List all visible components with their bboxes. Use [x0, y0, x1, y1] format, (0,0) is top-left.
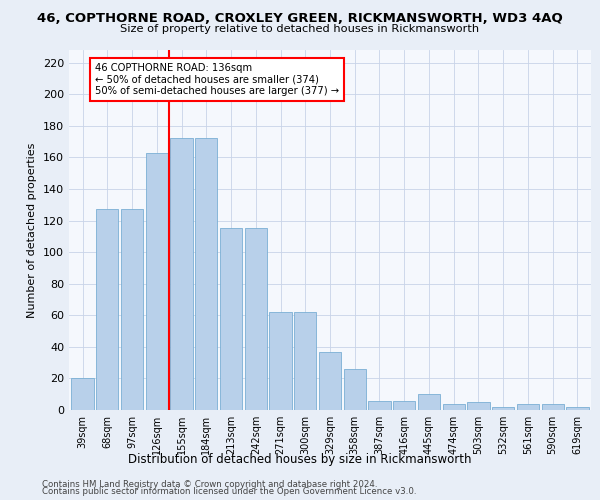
Bar [368, 400, 391, 410]
Bar [319, 352, 341, 410]
Bar [418, 394, 440, 410]
Text: Distribution of detached houses by size in Rickmansworth: Distribution of detached houses by size … [128, 452, 472, 466]
Bar [566, 407, 589, 410]
Bar [269, 312, 292, 410]
Bar [344, 369, 366, 410]
Bar [146, 152, 168, 410]
Text: 46, COPTHORNE ROAD, CROXLEY GREEN, RICKMANSWORTH, WD3 4AQ: 46, COPTHORNE ROAD, CROXLEY GREEN, RICKM… [37, 12, 563, 26]
Bar [71, 378, 94, 410]
Text: Size of property relative to detached houses in Rickmansworth: Size of property relative to detached ho… [121, 24, 479, 34]
Bar [467, 402, 490, 410]
Bar [96, 210, 118, 410]
Bar [517, 404, 539, 410]
Bar [121, 210, 143, 410]
Bar [294, 312, 316, 410]
Text: 46 COPTHORNE ROAD: 136sqm
← 50% of detached houses are smaller (374)
50% of semi: 46 COPTHORNE ROAD: 136sqm ← 50% of detac… [95, 62, 339, 96]
Bar [443, 404, 465, 410]
Text: Contains HM Land Registry data © Crown copyright and database right 2024.: Contains HM Land Registry data © Crown c… [42, 480, 377, 489]
Bar [393, 400, 415, 410]
Bar [220, 228, 242, 410]
Text: Contains public sector information licensed under the Open Government Licence v3: Contains public sector information licen… [42, 487, 416, 496]
Bar [492, 407, 514, 410]
Bar [170, 138, 193, 410]
Y-axis label: Number of detached properties: Number of detached properties [28, 142, 37, 318]
Bar [542, 404, 564, 410]
Bar [195, 138, 217, 410]
Bar [245, 228, 267, 410]
